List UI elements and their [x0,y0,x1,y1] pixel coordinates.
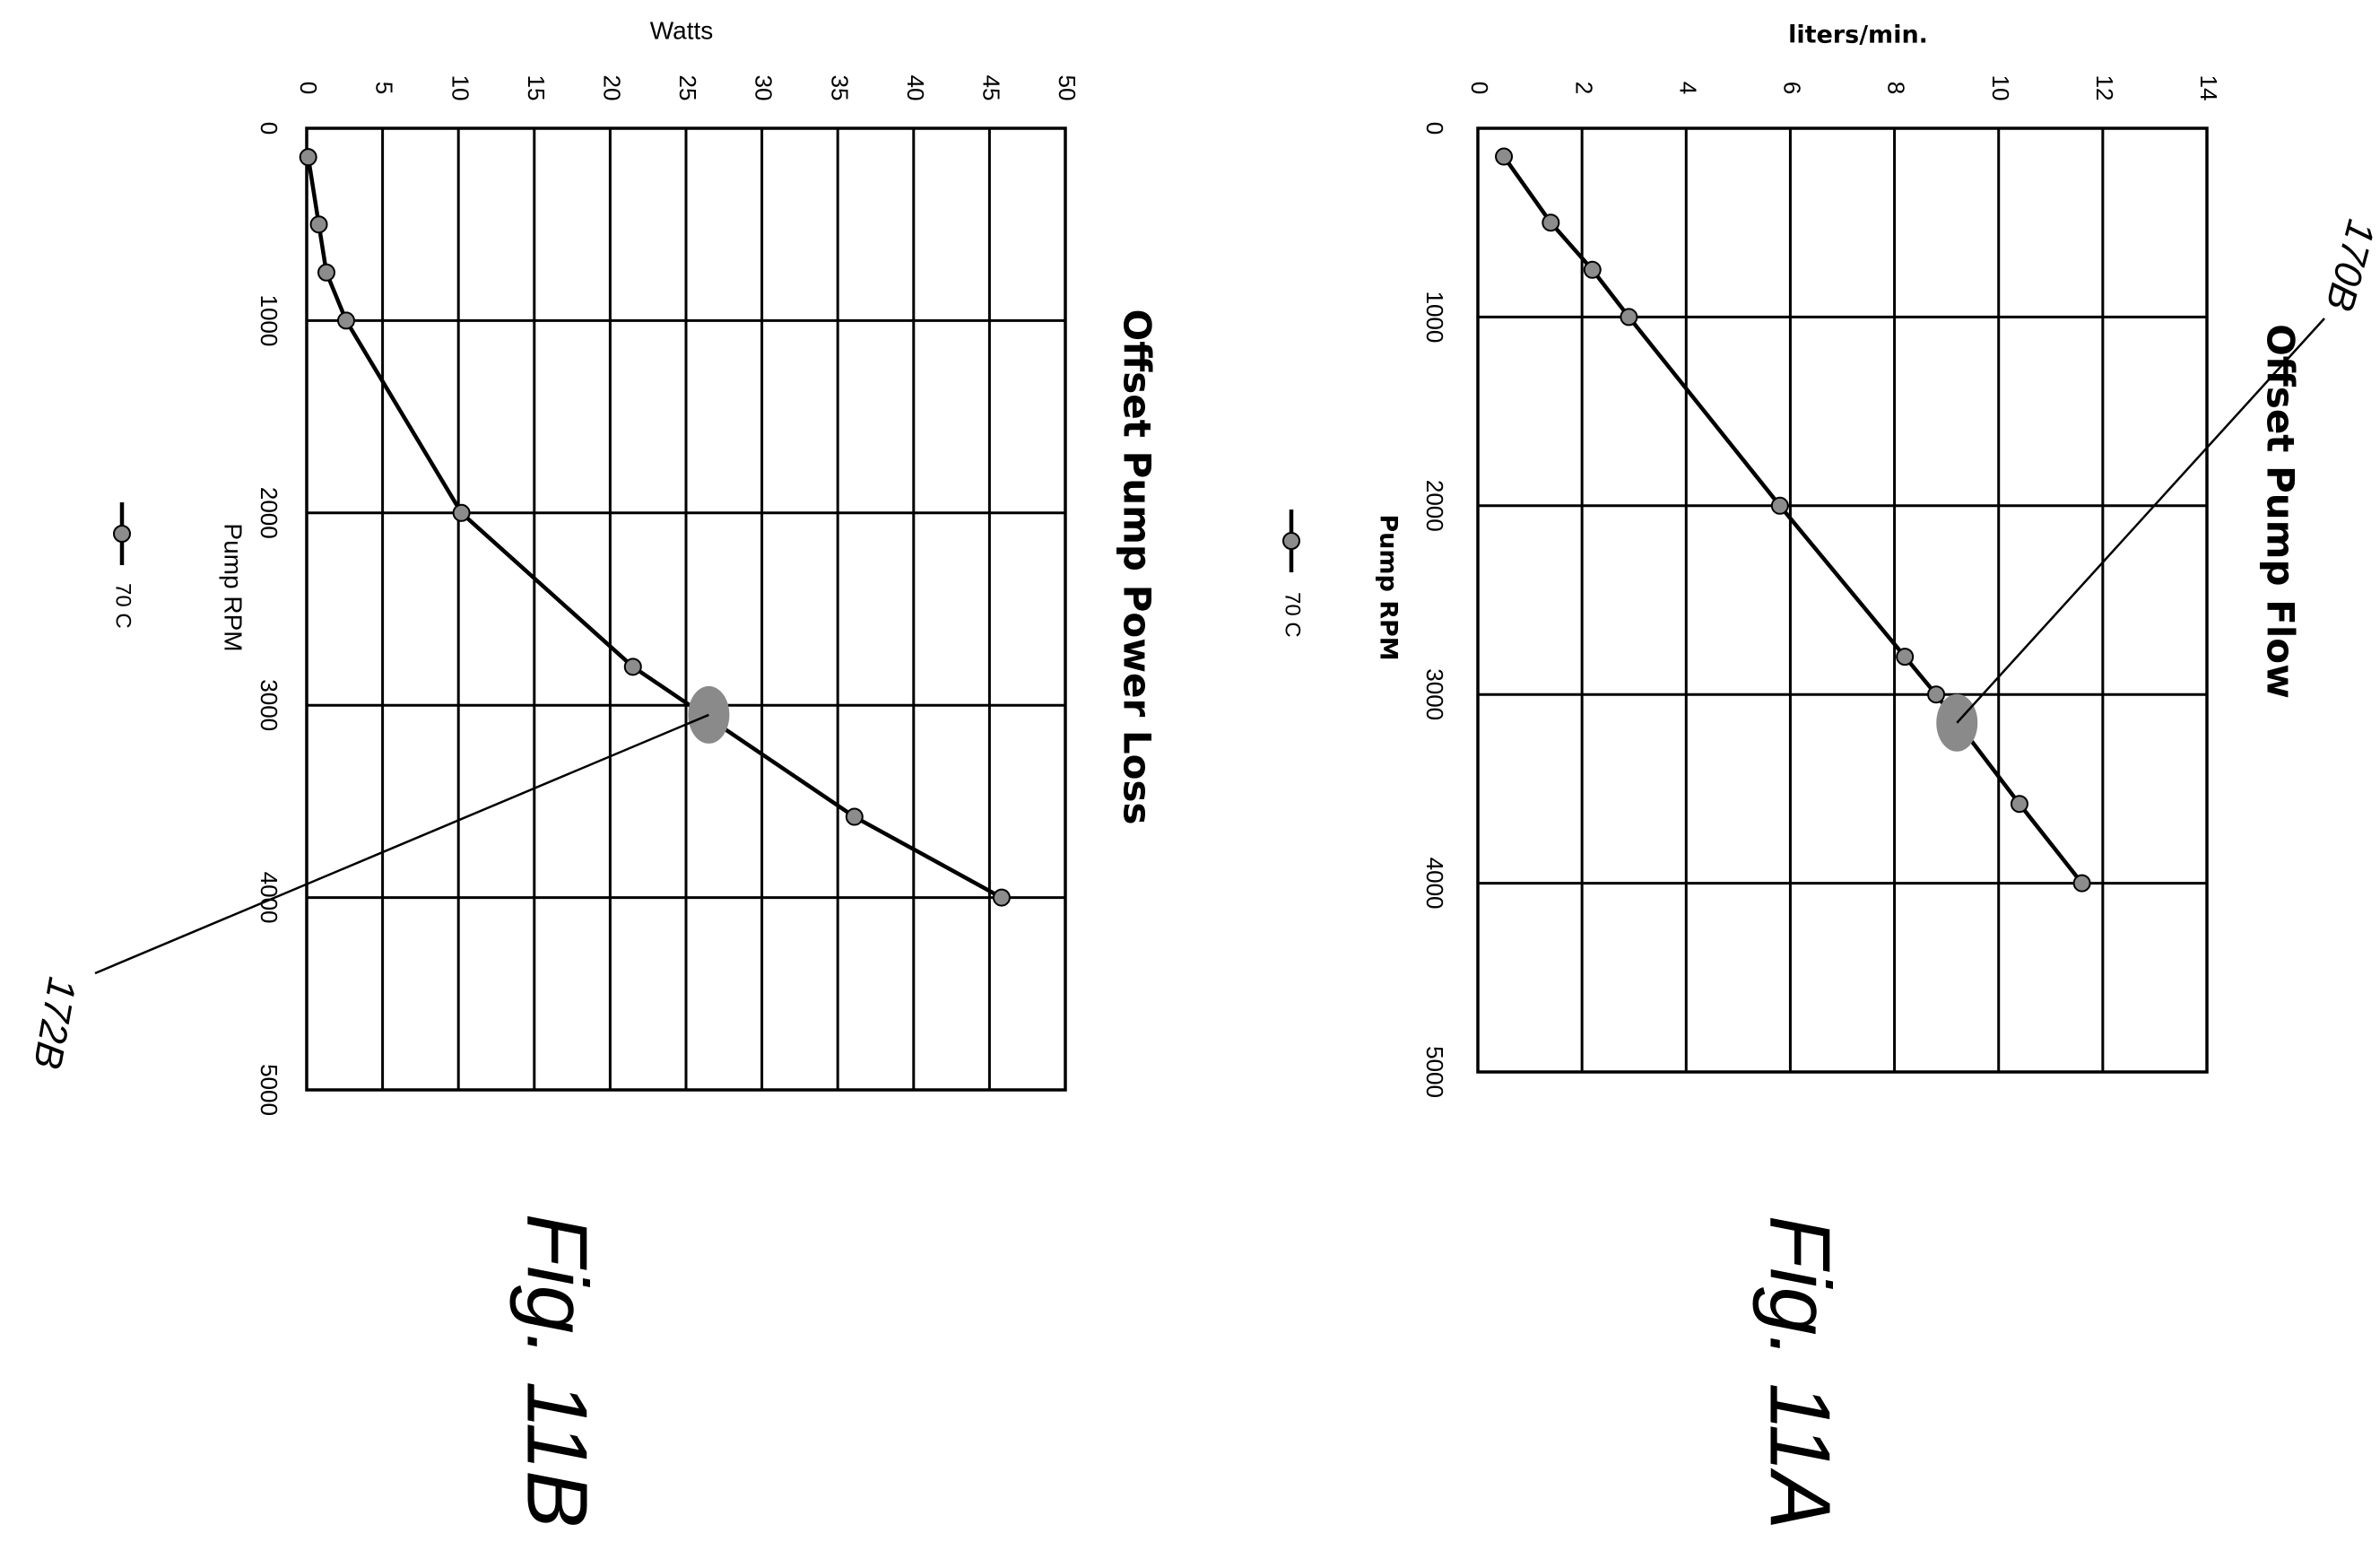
y-axis-label: liters/min. [1788,22,1928,49]
series-line [306,156,1003,900]
data-point [1583,260,1602,279]
data-point [299,148,317,167]
data-point [317,263,335,282]
chart-title: Offset Pump Power Loss [1116,309,1160,825]
y-tick-label: 6 [1779,82,1806,94]
data-point [845,807,864,826]
data-point [1542,213,1560,232]
x-tick-label: 1000 [256,294,282,346]
x-tick-label: 2000 [256,487,282,539]
data-point [452,503,471,522]
x-tick-label: 0 [1421,122,1448,135]
data-point [1620,308,1638,327]
figure-label: Fig. 11B [509,1214,605,1528]
x-tick-label: 0 [256,122,282,135]
x-tick-label: 3000 [256,679,282,731]
y-tick-label: 0 [295,82,322,94]
data-point [1770,496,1789,515]
y-tick-label: 50 [1054,75,1081,101]
y-tick-label: 20 [599,75,626,101]
x-tick-label: 4000 [256,872,282,924]
data-point [336,311,355,330]
y-axis-label: Watts [650,16,714,44]
x-tick-label: 1000 [1421,291,1448,343]
y-tick-label: 15 [523,75,550,101]
legend-label: 70 C [111,583,135,629]
y-tick-label: 30 [751,75,777,101]
data-point [1927,685,1946,704]
leader-line [94,713,709,975]
y-tick-label: 12 [2091,75,2118,101]
data-point [2010,795,2028,814]
x-tick-label: 5000 [1421,1046,1448,1098]
legend-marker [113,525,131,543]
figure-label: Fig. 11A [1752,1215,1848,1529]
data-point [309,215,328,234]
x-axis-label: Pump RPM [1375,514,1403,660]
legend: 70 C [111,502,135,629]
y-tick-label: 40 [902,75,929,101]
y-tick-label: 14 [2195,75,2222,101]
y-tick-label: 45 [978,75,1005,101]
data-point [1896,648,1915,666]
legend-label: 70 C [1281,592,1305,638]
y-tick-label: 0 [1466,82,1493,94]
data-point [2072,874,2091,893]
data-point [623,658,642,676]
legend: 70 C [1281,510,1305,638]
y-tick-label: 35 [826,75,853,101]
x-tick-label: 4000 [1421,858,1448,910]
data-point [1495,147,1514,166]
reference-numeral: 170B [2317,215,2380,316]
leader-line [1956,318,2325,724]
chart-title: Offset Pump Flow [2259,324,2303,699]
x-tick-label: 2000 [1421,480,1448,532]
x-tick-label: 5000 [256,1064,282,1116]
y-tick-label: 10 [1987,75,2014,101]
y-tick-label: 8 [1883,82,1910,94]
x-axis-label: Pump RPM [220,523,248,651]
legend-marker [1282,532,1300,550]
data-point [992,888,1011,907]
y-tick-label: 2 [1570,82,1597,94]
power-loss-chart: 0 5 10 15 20 25 30 35 40 45 50 0 1000 2000 3000 4000 500… [25,16,1160,1528]
flow-chart: 0 2 4 6 8 10 12 14 0 1000 2000 3000 4000 5000 170B Of… [1281,22,2380,1530]
reference-numeral: 172B [25,974,84,1073]
y-tick-label: 4 [1674,82,1701,94]
x-tick-label: 3000 [1421,668,1448,720]
y-tick-label: 10 [447,75,473,101]
y-tick-label: 25 [674,75,701,101]
y-tick-label: 5 [371,82,398,94]
